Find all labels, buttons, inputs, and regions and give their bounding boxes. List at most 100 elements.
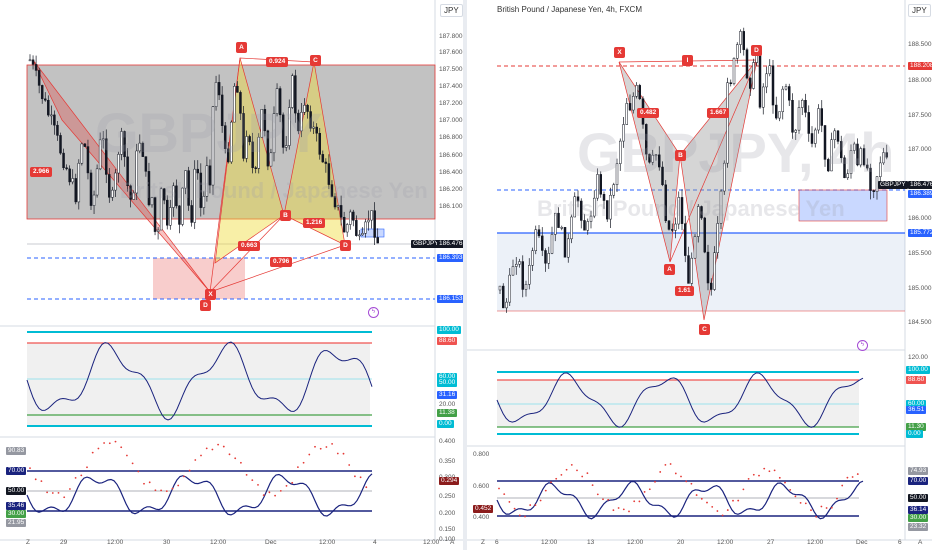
right-chart-canvas[interactable] [467,0,932,550]
price-scale-label: 187.600 [439,49,463,56]
osc1-scale-label: 88.60 [437,337,458,345]
right-corner-right[interactable]: A [918,539,923,546]
candle-body [810,133,814,144]
osc1-scale-label: 88.60 [906,376,927,384]
osc2-dot [747,477,750,480]
osc2-dot [518,514,521,517]
osc2-dot [789,488,792,491]
left-chart-pane[interactable]: GBPJPY British Pound / Japanese Yen JPY … [0,0,465,550]
price-tag: GBPJPY [878,181,908,189]
candle-body [178,205,181,225]
candle-body [677,197,680,225]
candle-body [781,88,784,112]
candle-body [762,86,765,108]
price-tag: 186.389 [908,190,932,198]
candle-body [713,252,716,290]
left-corner-right[interactable]: A [450,539,455,546]
osc2-dot [841,484,844,487]
candle-body [797,107,801,131]
candle-body [830,139,833,172]
osc2-dot [815,515,818,518]
candle-body [257,136,260,169]
price-scale-label: 187.800 [439,33,463,40]
harmonic-line [209,244,346,293]
osc2-dot [63,496,66,499]
candle-body [836,130,840,142]
candle-body [645,124,648,155]
candle-body [576,196,580,202]
candle-body [260,109,264,138]
candle-body [775,104,778,119]
candle-body [729,82,732,85]
right-chart-pane[interactable]: British Pound / Japanese Yen, 4h, FXCM G… [467,0,932,550]
pane-divider[interactable] [463,0,467,550]
candle-body [318,132,321,155]
osc2-right-scale-label: 0.350 [439,458,456,465]
left-chart-canvas[interactable] [0,0,463,550]
right-currency-badge[interactable]: JPY [908,4,931,17]
candle-body [557,212,560,228]
osc1-scale-label: 11.38 [437,409,457,417]
osc2-dot [205,447,208,450]
left-corner-left[interactable]: Z [26,539,30,546]
fib-ratio-label: 0.796 [270,257,293,267]
fib-ratio-label: 0.482 [637,108,660,118]
candle-body [583,220,586,231]
candle-body [74,178,77,203]
left-alert-bolt-icon[interactable]: ϟ [368,307,379,318]
candle-body [278,88,282,116]
osc2-dot [654,480,656,483]
osc1-scale-label: 60.00 [437,373,458,381]
osc2-scale-label: 21.95 [6,519,27,527]
osc2-dot [245,474,248,476]
osc2-dot [200,454,202,457]
candle-body [80,143,84,164]
osc2-dot [856,473,859,475]
candle-body [745,49,749,79]
candle-body [223,125,227,149]
osc2-dot [570,463,573,466]
candle-body [615,163,619,185]
time-axis-label: Dec [856,539,868,546]
osc2-dot [188,469,191,472]
osc2-right-scale-label: 0.400 [439,438,456,445]
candle-body [661,166,664,186]
candle-body [625,103,628,125]
osc2-dot [565,468,568,471]
prz-box [360,228,385,238]
candle-body [723,162,726,192]
candle-body [272,113,276,154]
candle-body [654,154,658,157]
osc2-right-scale-label: 0.150 [439,526,456,533]
candle-body [190,205,193,223]
price-scale-label: 187.200 [439,100,463,107]
candle-body [736,44,739,59]
price-tag: 186.153 [437,295,465,303]
osc2-dot [131,462,134,465]
candle-body [697,206,700,237]
right-corner-left[interactable]: Z [481,539,485,546]
osc2-dot [74,476,77,479]
osc1-scale-label: 31.16 [437,391,458,399]
candle-body [752,62,755,89]
candle-body [885,152,888,158]
candle-body [342,216,346,233]
osc2-right-scale-label: 36.14 [908,506,929,514]
osc2-dot [513,507,516,510]
osc2-dot [137,470,140,473]
right-alert-bolt-icon[interactable]: ϟ [857,340,868,351]
osc2-right-scale-label: 0.250 [439,493,456,500]
left-watermark-symbol: GBPJPY [95,101,323,164]
osc2-dot [659,471,662,473]
candle-body [778,111,781,119]
osc2-dot [524,515,526,518]
osc2-dot [633,500,636,503]
left-currency-badge[interactable]: JPY [440,4,463,17]
osc2-dot [262,494,265,496]
pattern-point-marker: D [751,45,762,56]
candle-body [83,143,87,147]
candle-body [361,233,364,236]
candle-body [114,172,117,191]
candle-body [700,206,703,219]
osc2-dot [778,476,781,479]
